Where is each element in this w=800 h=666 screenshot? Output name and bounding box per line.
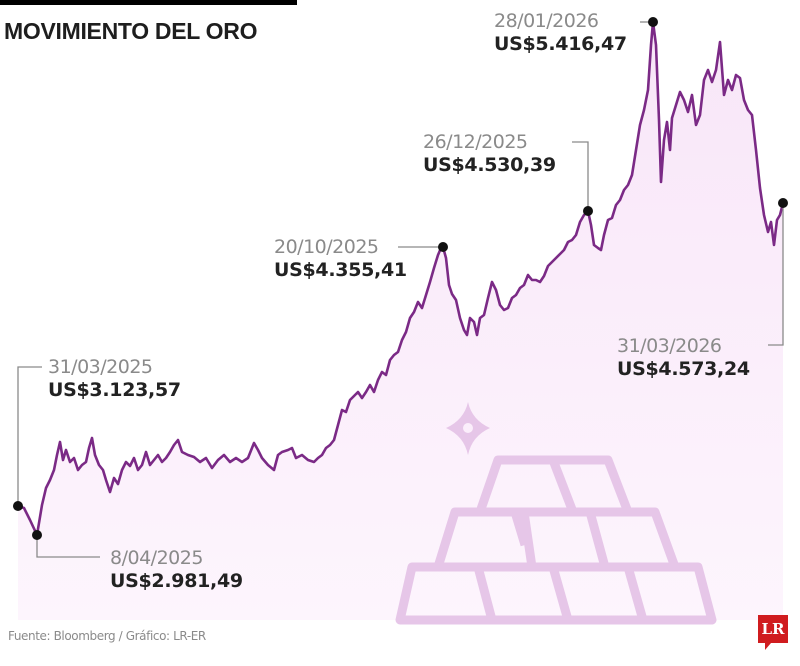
annotation-date: 31/03/2025: [48, 356, 153, 378]
annotation-date: 8/04/2025: [110, 547, 203, 569]
annotation-date: 20/10/2025: [274, 236, 379, 258]
annotation-date: 26/12/2025: [423, 131, 528, 153]
annotation-peak: 28/01/2026 US$5.416,47: [494, 12, 627, 54]
annotation-dec: 26/12/2025 US$4.530,39: [423, 133, 556, 175]
gold-bars-icon: [395, 455, 717, 625]
price-line: [17, 20, 785, 537]
marker-oct: [438, 242, 448, 252]
area-fill: [18, 22, 783, 620]
marker-low: [32, 530, 42, 540]
annotation-date: 28/01/2026: [494, 10, 599, 32]
leader-lines: [17, 21, 784, 558]
annotation-date: 31/03/2026: [617, 335, 722, 357]
annotation-value: US$4.355,41: [274, 259, 407, 281]
marker-peak: [648, 17, 658, 27]
marker-start: [13, 501, 23, 511]
marker-end: [778, 198, 788, 208]
annotation-value: US$3.123,57: [48, 379, 181, 401]
source-credit: Fuente: Bloomberg / Gráfico: LR-ER: [8, 629, 206, 643]
annotation-start: 31/03/2025 US$3.123,57: [48, 358, 181, 400]
annotation-value: US$2.981,49: [110, 570, 243, 592]
annotation-oct: 20/10/2025 US$4.355,41: [274, 238, 407, 280]
chart-title: MOVIMIENTO DEL ORO: [4, 18, 258, 44]
data-markers: [13, 17, 788, 540]
annotation-low: 8/04/2025 US$2.981,49: [110, 549, 243, 591]
title-accent-bar: [0, 0, 297, 5]
annotation-end: 31/03/2026 US$4.573,24: [617, 337, 750, 379]
lr-logo: LR: [758, 615, 788, 650]
annotation-value: US$4.530,39: [423, 154, 556, 176]
marker-dec: [583, 206, 593, 216]
annotation-value: US$5.416,47: [494, 33, 627, 55]
annotation-value: US$4.573,24: [617, 358, 750, 380]
